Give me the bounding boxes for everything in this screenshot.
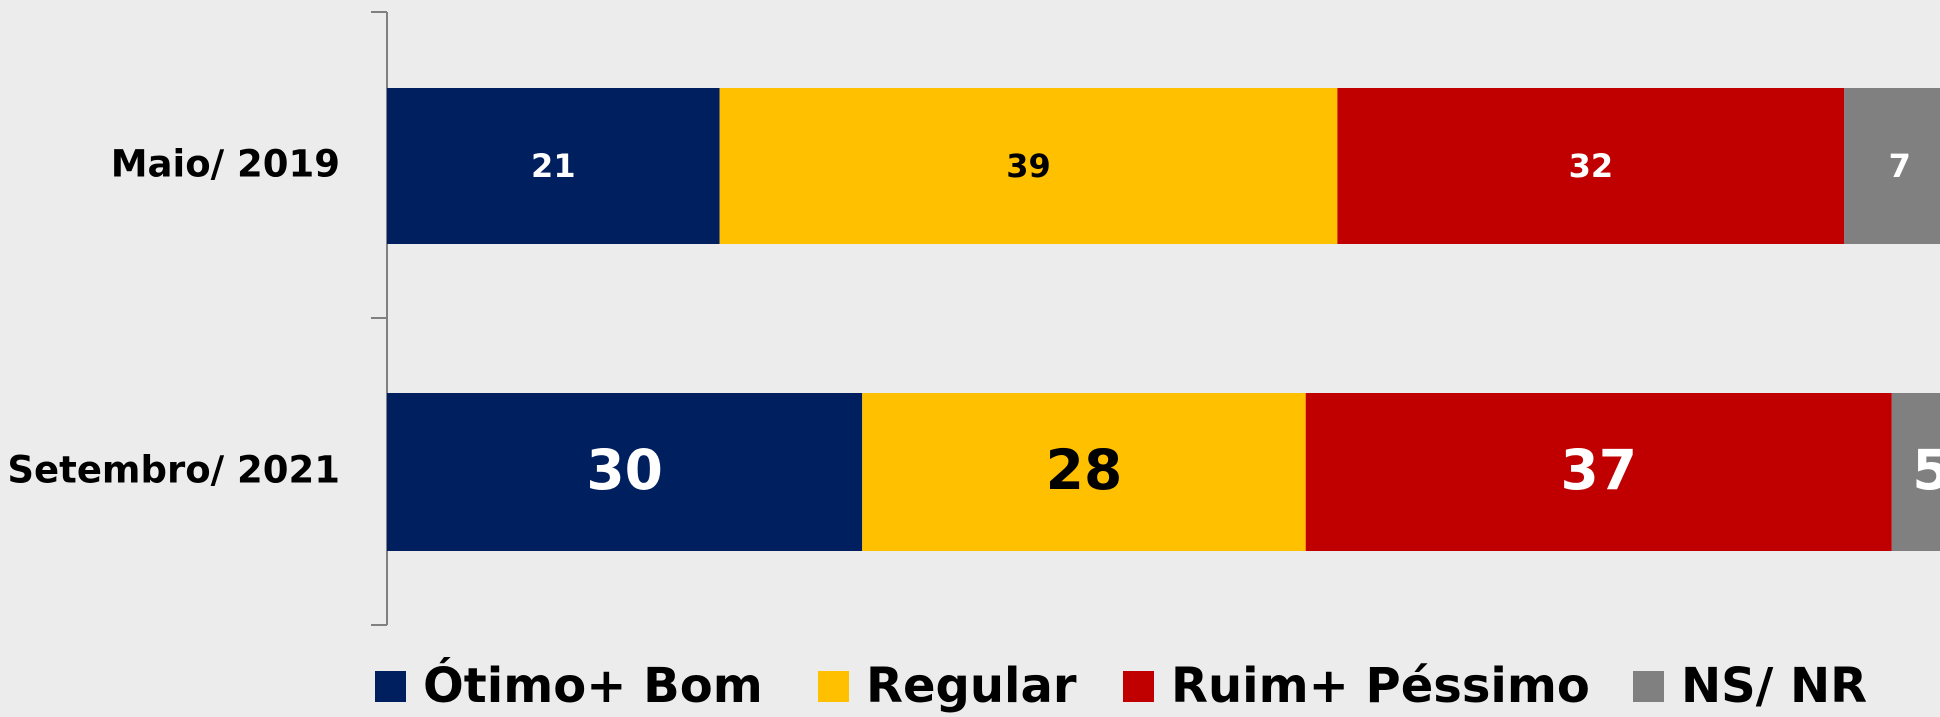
bar-segment (387, 393, 863, 551)
bar-segment (1305, 393, 1892, 551)
bar-segment (862, 393, 1306, 551)
legend-swatch (375, 671, 406, 702)
bar-segment (1337, 88, 1845, 244)
data-label: 28 (1046, 438, 1123, 502)
data-label: 32 (1569, 147, 1614, 185)
bar-segment (719, 88, 1338, 244)
legend-swatch (1123, 671, 1154, 702)
legend-label: Regular (866, 658, 1077, 714)
legend-label: Ótimo+ Bom (423, 657, 763, 714)
legend-swatch (1633, 671, 1664, 702)
data-label: 39 (1006, 147, 1051, 185)
data-label: 37 (1560, 438, 1637, 502)
bar-segment (1844, 88, 1940, 244)
bar-segment (1891, 393, 1940, 551)
data-label: 30 (586, 438, 663, 502)
data-label: 21 (531, 147, 576, 185)
legend-label: NS/ NR (1681, 658, 1867, 714)
y-tick-label: Maio/ 2019 (111, 143, 340, 186)
bar-segment (387, 88, 720, 244)
data-label: 5 (1912, 438, 1940, 502)
legend-label: Ruim+ Péssimo (1171, 658, 1590, 714)
data-label: 7 (1889, 147, 1911, 185)
legend-swatch (818, 671, 849, 702)
y-tick-label: Setembro/ 2021 (7, 449, 340, 492)
